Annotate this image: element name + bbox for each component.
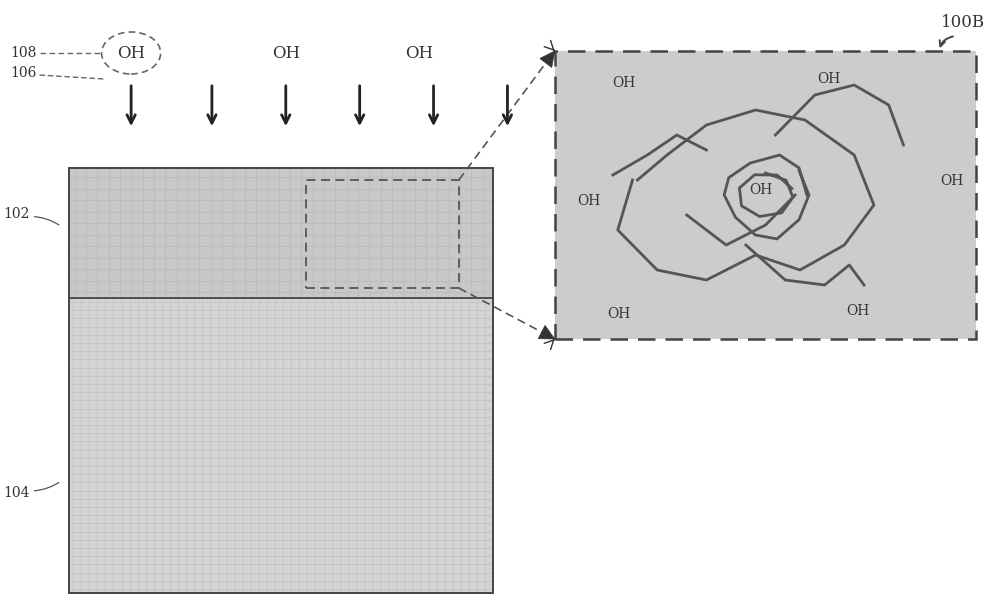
Text: OH: OH bbox=[117, 45, 145, 62]
Bar bbox=[69, 168, 493, 593]
Bar bbox=[69, 298, 493, 593]
Text: OH: OH bbox=[749, 183, 772, 197]
Polygon shape bbox=[538, 326, 555, 339]
Text: 108: 108 bbox=[10, 46, 37, 60]
Text: OH: OH bbox=[607, 307, 630, 321]
Text: OH: OH bbox=[578, 194, 601, 208]
Text: OH: OH bbox=[847, 304, 870, 318]
Text: 106: 106 bbox=[10, 66, 37, 80]
Polygon shape bbox=[540, 51, 555, 67]
Text: OH: OH bbox=[272, 45, 300, 62]
Bar bbox=[69, 168, 493, 298]
Text: 104: 104 bbox=[3, 486, 30, 500]
Text: OH: OH bbox=[405, 45, 433, 62]
Bar bbox=[555, 51, 976, 339]
Text: 100B: 100B bbox=[941, 14, 985, 31]
Text: OH: OH bbox=[612, 76, 635, 90]
Text: OH: OH bbox=[817, 72, 840, 86]
Text: 102: 102 bbox=[3, 208, 30, 222]
Text: OH: OH bbox=[940, 174, 963, 188]
